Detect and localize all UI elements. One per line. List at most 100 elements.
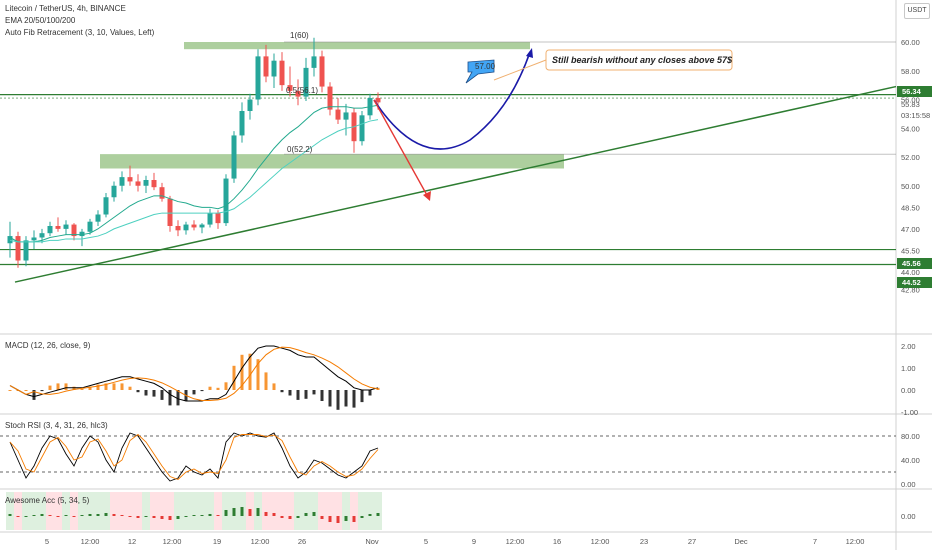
fib-indicator-label[interactable]: Auto Fib Retracement (3, 10, Values, Lef… xyxy=(5,28,155,37)
candle xyxy=(47,221,53,237)
ac-bg-band xyxy=(46,492,54,530)
candle xyxy=(23,236,29,267)
candle-body xyxy=(239,111,245,136)
ac-bar xyxy=(24,516,28,517)
candle xyxy=(119,171,125,192)
candle xyxy=(191,220,197,231)
ac-bg-band xyxy=(342,492,350,530)
ac-bar xyxy=(136,516,140,518)
candle xyxy=(319,50,325,93)
macd-pane-title[interactable]: MACD (12, 26, close, 9) xyxy=(5,341,91,350)
candle-body xyxy=(319,56,325,87)
ac-bar xyxy=(288,516,292,519)
stoch-pane-title[interactable]: Stoch RSI (3, 4, 31, 26, hlc3) xyxy=(5,421,108,430)
price-tick-label: 54.00 xyxy=(901,124,920,133)
macd-hist-bar xyxy=(56,383,60,390)
macd-hist-bar xyxy=(168,390,172,406)
macd-hist-bar xyxy=(360,390,364,403)
macd-hist-bar xyxy=(120,383,124,390)
ac-bg-band xyxy=(374,492,382,530)
svg-text:44.52: 44.52 xyxy=(902,278,921,287)
candle xyxy=(15,231,21,268)
ac-bg-band xyxy=(366,492,374,530)
candle-body xyxy=(279,60,285,86)
candle xyxy=(359,111,365,146)
candle-body xyxy=(183,224,189,231)
price-tick-label: 56.00 xyxy=(901,96,920,105)
ac-bg-band xyxy=(174,492,182,530)
stoch-d-line xyxy=(9,433,379,481)
ac-bar xyxy=(40,514,44,516)
ac-bg-band xyxy=(358,492,366,530)
ac-bar xyxy=(224,510,228,516)
candle xyxy=(167,195,173,232)
macd-tick-label: 2.00 xyxy=(901,342,916,351)
macd-hist-bar xyxy=(72,386,76,390)
ac-bar xyxy=(56,516,60,517)
candle-body xyxy=(151,180,157,188)
candle xyxy=(55,217,61,232)
ac-bg-band xyxy=(110,492,118,530)
macd-hist-bar xyxy=(112,383,116,390)
ac-bg-band xyxy=(62,492,70,530)
time-tick-label: 12 xyxy=(128,537,136,546)
macd-tick-label: 0.00 xyxy=(901,386,916,395)
ema50-line xyxy=(9,119,379,243)
macd-hist-bar xyxy=(312,390,316,395)
macd-hist-bar xyxy=(32,390,36,400)
candle-body xyxy=(295,90,301,97)
ac-bar xyxy=(336,516,340,523)
ac-bar xyxy=(168,516,172,520)
ac-bar xyxy=(72,516,76,517)
price-callout[interactable]: 57.00 xyxy=(465,59,496,84)
candle-body xyxy=(231,135,237,179)
candle-body xyxy=(215,213,221,224)
fib-bottom-label: 0(52.2) xyxy=(287,145,313,154)
macd-hist-bar xyxy=(304,390,308,399)
time-tick-label: 12:00 xyxy=(251,537,270,546)
ac-bg-band xyxy=(22,492,30,530)
candle-body xyxy=(103,197,109,215)
ema-indicator-label[interactable]: EMA 20/50/100/200 xyxy=(5,16,76,25)
time-tick-label: 16 xyxy=(553,537,561,546)
ac-pane-title[interactable]: Awesome Acc (5, 34, 5) xyxy=(5,496,90,505)
candle-body xyxy=(271,60,277,77)
candle xyxy=(159,182,165,202)
candle xyxy=(135,174,141,192)
macd-hist-bar xyxy=(64,383,68,390)
macd-hist-bar xyxy=(264,372,268,390)
candle-body xyxy=(191,224,197,228)
bearish-arrowhead xyxy=(423,191,431,201)
currency-button[interactable]: USDT xyxy=(904,3,930,19)
macd-hist-bar xyxy=(104,383,108,390)
ac-bg-band xyxy=(310,492,318,530)
ac-bg-band xyxy=(150,492,158,530)
time-tick-label: Nov xyxy=(365,537,379,546)
ac-bar xyxy=(248,509,252,516)
resistance-zone xyxy=(184,42,530,50)
ac-bar xyxy=(272,513,276,516)
ac-bar xyxy=(312,512,316,516)
signal-line xyxy=(9,346,379,401)
macd-hist-bar xyxy=(128,386,132,390)
candle-body xyxy=(159,187,165,199)
ac-bg-band xyxy=(94,492,102,530)
ac-bar xyxy=(16,516,20,517)
ac-bg-band xyxy=(166,492,174,530)
ac-bar xyxy=(320,516,324,519)
candle xyxy=(239,102,245,143)
candle-body xyxy=(335,109,341,120)
macd-hist-bar xyxy=(280,390,284,393)
candle xyxy=(287,66,293,97)
time-tick-label: 12:00 xyxy=(81,537,100,546)
annotation-note[interactable]: Still bearish without any closes above 5… xyxy=(545,49,733,71)
macd-hist-bar xyxy=(136,390,140,393)
ac-bg-band xyxy=(270,492,278,530)
ac-bar xyxy=(376,513,380,516)
candle-body xyxy=(135,181,141,186)
current-price-badge: 56.34 xyxy=(897,86,932,97)
ac-bg-band xyxy=(262,492,270,530)
macd-hist-bar xyxy=(224,382,228,390)
ac-bar xyxy=(216,515,220,516)
